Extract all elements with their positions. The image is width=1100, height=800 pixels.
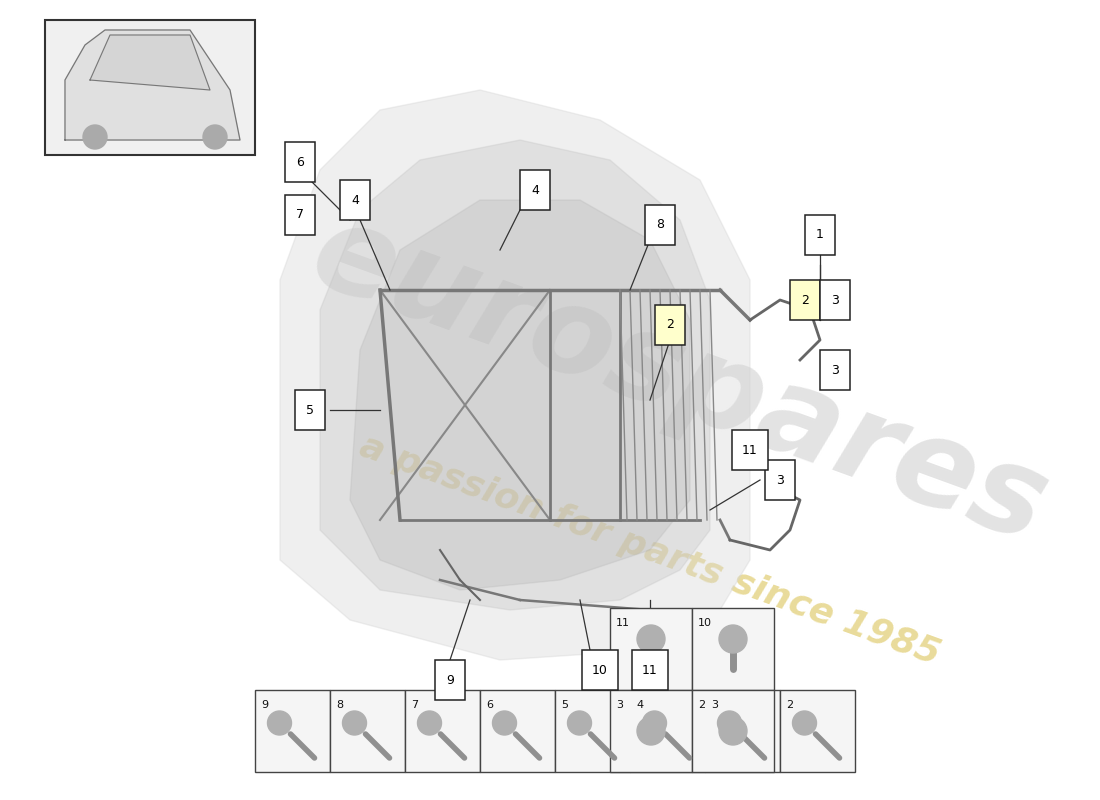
Polygon shape bbox=[90, 35, 210, 90]
Text: 9: 9 bbox=[447, 674, 454, 686]
Circle shape bbox=[642, 711, 667, 735]
Text: 7: 7 bbox=[296, 209, 304, 222]
Circle shape bbox=[637, 625, 666, 653]
Bar bbox=[630, 690, 705, 772]
Text: 11: 11 bbox=[642, 663, 658, 677]
Text: 4: 4 bbox=[636, 700, 644, 710]
Text: 5: 5 bbox=[306, 403, 313, 417]
Circle shape bbox=[719, 717, 747, 745]
Text: 6: 6 bbox=[296, 155, 304, 169]
Circle shape bbox=[82, 125, 107, 149]
Text: eurospares: eurospares bbox=[297, 193, 1063, 567]
Text: 11: 11 bbox=[616, 618, 630, 628]
Bar bbox=[556, 690, 630, 772]
Circle shape bbox=[267, 711, 292, 735]
Bar bbox=[45, 20, 255, 155]
Circle shape bbox=[204, 125, 227, 149]
Bar bbox=[692, 608, 774, 690]
Polygon shape bbox=[350, 200, 690, 590]
Text: 10: 10 bbox=[698, 618, 712, 628]
FancyBboxPatch shape bbox=[654, 305, 685, 345]
Text: 10: 10 bbox=[592, 663, 608, 677]
FancyBboxPatch shape bbox=[520, 170, 550, 210]
Circle shape bbox=[719, 625, 747, 653]
Bar bbox=[330, 690, 405, 772]
Bar bbox=[480, 690, 556, 772]
FancyBboxPatch shape bbox=[820, 350, 850, 390]
FancyBboxPatch shape bbox=[285, 142, 315, 182]
FancyBboxPatch shape bbox=[434, 660, 465, 700]
Bar bbox=[610, 608, 692, 690]
Text: 6: 6 bbox=[486, 700, 493, 710]
Text: 9: 9 bbox=[261, 700, 268, 710]
Text: 5: 5 bbox=[561, 700, 568, 710]
Text: 4: 4 bbox=[351, 194, 359, 206]
FancyBboxPatch shape bbox=[645, 205, 675, 245]
Bar bbox=[692, 690, 774, 772]
Bar bbox=[705, 690, 780, 772]
Circle shape bbox=[418, 711, 441, 735]
Bar bbox=[405, 690, 480, 772]
FancyBboxPatch shape bbox=[632, 650, 668, 690]
Circle shape bbox=[568, 711, 592, 735]
FancyBboxPatch shape bbox=[790, 280, 820, 320]
Text: 3: 3 bbox=[711, 700, 718, 710]
Text: 4: 4 bbox=[531, 183, 539, 197]
Polygon shape bbox=[280, 90, 750, 660]
Text: 2: 2 bbox=[667, 318, 674, 331]
FancyBboxPatch shape bbox=[764, 460, 795, 500]
Text: 3: 3 bbox=[777, 474, 784, 486]
Bar bbox=[780, 690, 855, 772]
Polygon shape bbox=[65, 30, 240, 140]
FancyBboxPatch shape bbox=[805, 215, 835, 255]
Text: 7: 7 bbox=[411, 700, 418, 710]
Text: 3: 3 bbox=[832, 294, 839, 306]
FancyBboxPatch shape bbox=[285, 195, 315, 235]
Circle shape bbox=[717, 711, 741, 735]
Circle shape bbox=[637, 717, 666, 745]
Bar bbox=[610, 690, 692, 772]
FancyBboxPatch shape bbox=[820, 280, 850, 320]
Bar bbox=[255, 690, 330, 772]
Text: 2: 2 bbox=[698, 700, 705, 710]
FancyBboxPatch shape bbox=[732, 430, 768, 470]
FancyBboxPatch shape bbox=[340, 180, 370, 220]
Text: 1: 1 bbox=[816, 229, 824, 242]
FancyBboxPatch shape bbox=[582, 650, 618, 690]
Text: 2: 2 bbox=[786, 700, 793, 710]
Circle shape bbox=[342, 711, 366, 735]
Text: 2: 2 bbox=[801, 294, 808, 306]
Circle shape bbox=[792, 711, 816, 735]
FancyBboxPatch shape bbox=[295, 390, 324, 430]
Circle shape bbox=[493, 711, 517, 735]
Text: 3: 3 bbox=[832, 363, 839, 377]
Text: 8: 8 bbox=[656, 218, 664, 231]
Polygon shape bbox=[320, 140, 710, 610]
Text: a passion for parts since 1985: a passion for parts since 1985 bbox=[355, 429, 945, 671]
Text: 8: 8 bbox=[336, 700, 343, 710]
Text: 3: 3 bbox=[616, 700, 623, 710]
Text: 11: 11 bbox=[742, 443, 758, 457]
